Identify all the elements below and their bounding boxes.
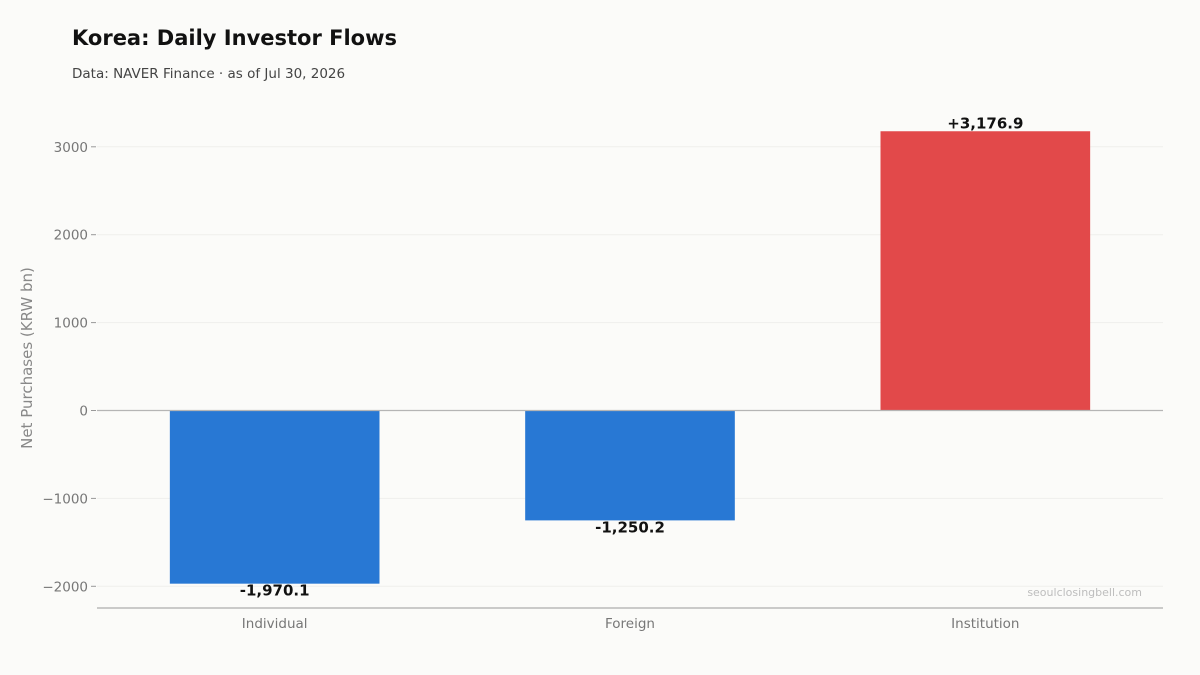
data-label-foreign: -1,250.2: [595, 518, 665, 536]
x-tick-label: Institution: [951, 616, 1019, 632]
bar-institution: [880, 131, 1091, 411]
data-label-institution: +3,176.9: [947, 114, 1023, 132]
y-tick-label: −1000: [42, 491, 88, 507]
watermark: seoulclosingbell.com: [1027, 586, 1142, 599]
y-tick-label: 2000: [54, 228, 88, 244]
chart-title: Korea: Daily Investor Flows: [72, 26, 398, 50]
y-tick-label: 0: [79, 404, 88, 420]
bar-foreign: [525, 410, 735, 521]
y-tick-label: 3000: [54, 140, 88, 156]
x-tick-label: Foreign: [605, 616, 655, 632]
bar-individual: [169, 410, 380, 584]
chart-subtitle: Data: NAVER Finance · as of Jul 30, 2026: [72, 66, 346, 82]
data-labels: -1,970.1 -1,250.2 +3,176.9: [240, 114, 1024, 599]
y-tick-label: −2000: [42, 579, 88, 595]
axes: −2000 −1000 0 1000 2000 3000 Individual Foreign…: [42, 140, 1163, 632]
y-axis-title: Net Purchases (KRW bn): [18, 267, 36, 449]
y-tick-label: 1000: [54, 316, 88, 332]
x-tick-label: Individual: [242, 616, 308, 632]
bars: [169, 131, 1091, 584]
data-label-individual: -1,970.1: [240, 582, 310, 600]
